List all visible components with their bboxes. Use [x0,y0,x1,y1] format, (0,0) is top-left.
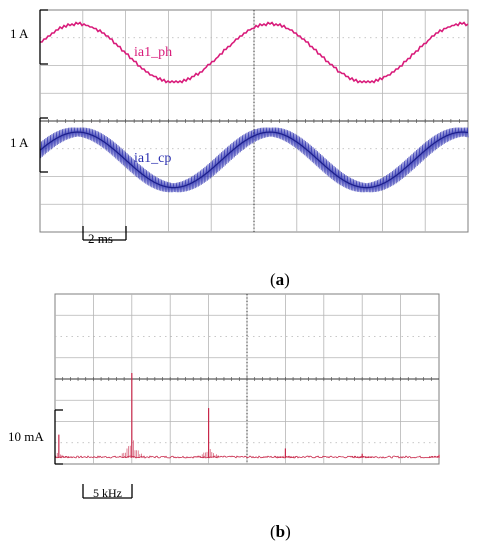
panel-b-spectrum: 10 mA 5 kHz (b) [8,293,440,541]
panel-b-spectrum-trace [54,373,440,459]
series-label-ia1-ph: ia1_ph [134,45,172,60]
panel-a-traces [39,21,469,193]
panel-b-grid [55,294,439,464]
caption-a: (a) [270,270,290,289]
caption-b: (b) [270,522,291,541]
bottom-trace-scale-label: 1 A [10,135,29,150]
trace-ia1-ph [40,21,469,84]
freq-scale-label: 5 kHz [93,486,122,500]
top-trace-scale-label: 1 A [10,26,29,41]
time-scale-label: 2 ms [88,231,113,246]
panel-a-grid [40,10,468,232]
series-label-ia1-cp: ia1_cp [134,151,171,166]
spectrum-scale-label: 10 mA [8,429,44,444]
spectrum-noise-floor [54,455,440,459]
panel-a-oscilloscope: 1 A 1 A ia1_ph ia1_cp 2 ms (a) [10,9,469,289]
trace-ia1-cp [39,131,469,189]
